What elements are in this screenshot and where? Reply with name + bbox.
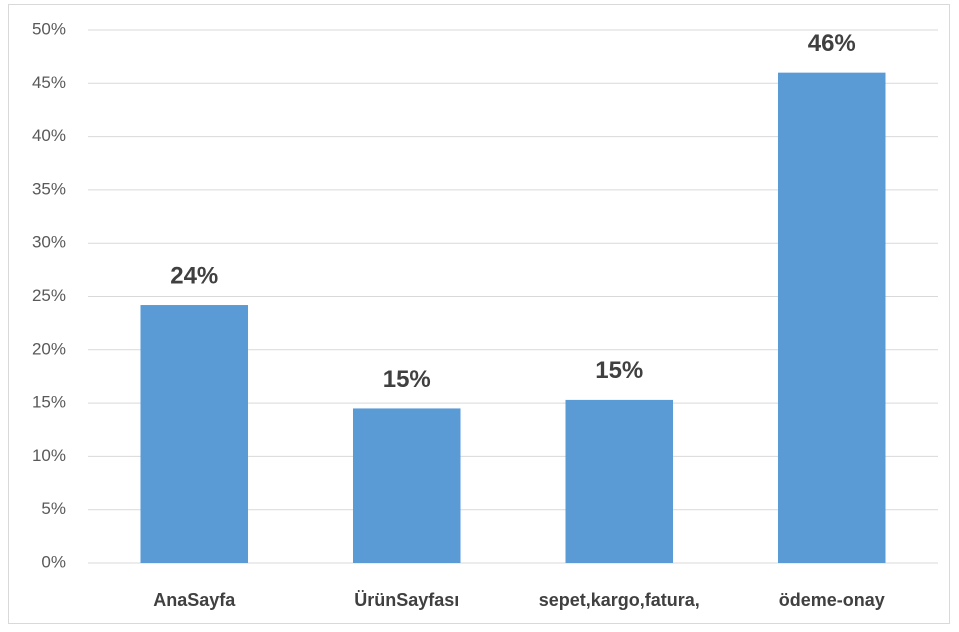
value-label: 46% bbox=[808, 30, 856, 57]
x-tick-label: sepet,kargo,fatura, bbox=[539, 590, 700, 610]
y-tick-label: 20% bbox=[32, 339, 66, 358]
y-tick-label: 25% bbox=[32, 286, 66, 305]
bar bbox=[352, 408, 461, 563]
y-tick-label: 45% bbox=[32, 73, 66, 92]
bar bbox=[777, 72, 886, 563]
x-tick-label: ödeme-onay bbox=[779, 590, 885, 610]
y-tick-label: 50% bbox=[32, 19, 66, 38]
y-tick-label: 5% bbox=[41, 499, 66, 518]
y-tick-label: 15% bbox=[32, 393, 66, 412]
y-tick-label: 30% bbox=[32, 233, 66, 252]
x-tick-label: ÜrünSayfası bbox=[354, 590, 459, 610]
y-tick-label: 35% bbox=[32, 179, 66, 198]
y-tick-label: 10% bbox=[32, 446, 66, 465]
x-tick-label: AnaSayfa bbox=[153, 590, 236, 610]
value-label: 15% bbox=[595, 357, 643, 384]
bar bbox=[565, 399, 674, 563]
y-tick-label: 40% bbox=[32, 126, 66, 145]
y-tick-label: 0% bbox=[41, 552, 66, 571]
value-label: 15% bbox=[383, 366, 431, 393]
value-label: 24% bbox=[170, 262, 218, 289]
bar bbox=[140, 305, 249, 563]
